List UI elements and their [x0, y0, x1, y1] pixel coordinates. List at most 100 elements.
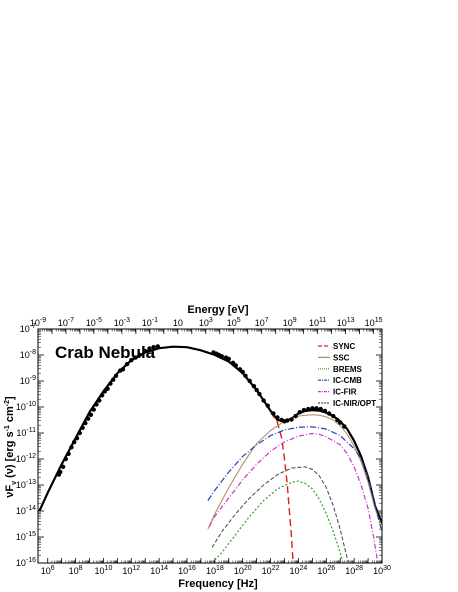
x-tick-label: 1024	[290, 565, 308, 576]
tick-labels: 106 108 1010 1012 1014 1016 1018 1020 1022 1024 10…	[16, 317, 391, 576]
data-point	[85, 416, 91, 421]
data-point	[293, 413, 298, 419]
series-ic-fir	[208, 432, 379, 563]
data-point	[124, 361, 130, 367]
data-point	[338, 420, 343, 425]
data-point	[251, 384, 257, 389]
x2-tick-label: 1011	[309, 317, 326, 328]
y-tick-label: 10-16	[16, 557, 36, 568]
series-ic-nir-opt	[211, 466, 350, 563]
series-sync	[270, 411, 294, 563]
data-point	[60, 464, 66, 469]
data-point	[88, 412, 94, 417]
data-point	[318, 406, 323, 412]
y-tick-label: 10-15	[16, 531, 36, 542]
data-point	[120, 367, 126, 372]
data-point	[306, 406, 311, 412]
x2-tick-label: 107	[255, 317, 269, 328]
data-point	[99, 393, 105, 398]
data-point	[108, 381, 113, 386]
series-ic-cmb	[207, 426, 382, 532]
data-point	[94, 402, 99, 407]
legend-label: IC-NIR/OPT	[333, 399, 376, 408]
data-point	[143, 348, 148, 354]
data-point	[129, 358, 134, 363]
data-point	[322, 408, 328, 414]
x2-tick-label: 109	[283, 317, 297, 328]
data-point	[69, 445, 74, 450]
data-point	[83, 420, 88, 426]
x-tick-label: 1020	[234, 565, 252, 576]
x-tick-label: 1022	[262, 565, 280, 576]
data-point	[271, 411, 276, 416]
data-point	[310, 406, 315, 411]
plot-frame	[37, 328, 383, 564]
data-point	[230, 360, 236, 365]
data-point	[219, 354, 224, 359]
data-point	[257, 391, 262, 397]
data-point	[137, 352, 142, 358]
data-point	[72, 439, 77, 445]
x-tick-label: 1014	[150, 565, 168, 576]
x-tick-label: 1018	[206, 565, 224, 576]
y-tick-label: 10-9	[20, 375, 36, 386]
data-point	[265, 403, 270, 408]
x-tick-label: 108	[69, 565, 83, 576]
data-point	[243, 373, 248, 378]
data-point	[58, 469, 63, 475]
x2-tick-label: 10-7	[58, 317, 74, 328]
data-point	[314, 406, 319, 411]
x2-tick-label: 1013	[337, 317, 355, 328]
model-curves	[38, 345, 382, 563]
x-tick-label: 1010	[95, 565, 113, 576]
data-point	[111, 377, 116, 382]
data-point	[80, 425, 85, 430]
data-point	[289, 417, 294, 422]
x-tick-label: 1030	[373, 565, 391, 576]
axis-ticks	[37, 328, 383, 564]
x2-tick-label: 10-1	[142, 317, 158, 328]
data-point	[247, 378, 252, 384]
data-point	[74, 436, 80, 441]
data-point	[226, 356, 231, 362]
data-point	[326, 411, 332, 416]
data-point	[77, 430, 83, 436]
data-point	[63, 456, 68, 462]
data-point	[261, 398, 266, 403]
x-tick-label: 1016	[178, 565, 196, 576]
y-tick-label: 10-8	[20, 349, 36, 360]
x2-axis-title: Energy [eV]	[187, 304, 248, 316]
data-point	[105, 386, 110, 391]
data-point	[342, 424, 347, 429]
data-point	[151, 345, 156, 350]
x-tick-label: 1028	[345, 565, 363, 576]
series-ssc	[207, 414, 382, 530]
data-point	[102, 389, 108, 394]
legend-label: BREMS	[333, 365, 363, 374]
y-tick-label: 10-13	[16, 479, 36, 490]
y-tick-label: 10-14	[16, 505, 36, 516]
y-tick-label: 10-11	[16, 427, 36, 438]
x2-tick-label: 1015	[365, 317, 383, 328]
data-point	[133, 355, 138, 360]
y-tick-label: 10-12	[16, 453, 36, 464]
data-points	[56, 344, 347, 477]
data-point	[285, 418, 290, 423]
data-point	[66, 451, 71, 456]
plot-border	[37, 328, 383, 564]
x-tick-label: 1026	[317, 565, 335, 576]
series-brems	[211, 480, 344, 563]
data-point	[254, 387, 259, 393]
x-tick-label: 106	[41, 565, 55, 576]
data-point	[113, 373, 119, 378]
x2-tick-label: 105	[227, 317, 241, 328]
legend-label: SYNC	[333, 342, 355, 351]
x2-tick-label: 10-9	[30, 317, 46, 328]
data-point	[91, 407, 96, 412]
data-point	[331, 413, 336, 419]
data-point	[297, 410, 302, 415]
x-tick-label: 1012	[122, 565, 140, 576]
legend-label: SSC	[333, 353, 350, 362]
data-point	[240, 369, 245, 375]
